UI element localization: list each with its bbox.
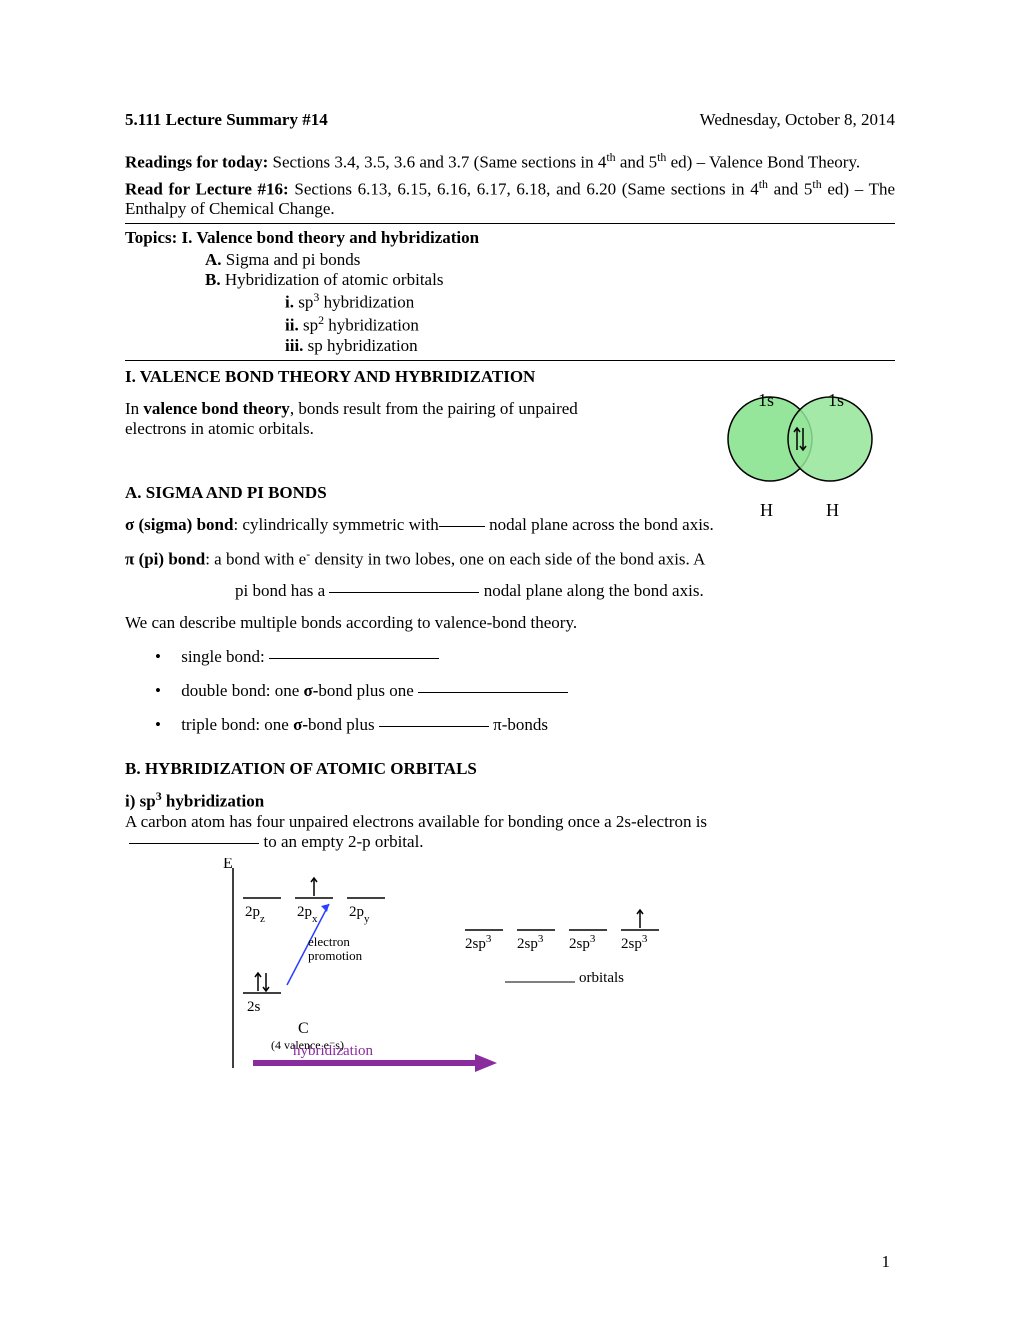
svg-text:orbitals: orbitals bbox=[579, 970, 624, 986]
svg-text:H: H bbox=[826, 500, 839, 520]
svg-text:C: C bbox=[298, 1020, 309, 1037]
header-left: 5.111 Lecture Summary #14 bbox=[125, 110, 328, 130]
vb-theory-para: In valence bond theory, bonds result fro… bbox=[125, 399, 605, 439]
read-for-lecture: Read for Lecture #16: Sections 6.13, 6.1… bbox=[125, 177, 895, 220]
svg-text:H: H bbox=[760, 500, 773, 520]
divider bbox=[125, 360, 895, 361]
energy-level-diagram: E2pz2px2py2selectronpromotionC(4 valence… bbox=[205, 858, 725, 1088]
sp3-para: A carbon atom has four unpaired electron… bbox=[125, 812, 895, 852]
svg-text:2sp3: 2sp3 bbox=[465, 933, 492, 952]
svg-text:hybridization: hybridization bbox=[293, 1043, 373, 1059]
svg-text:2py: 2py bbox=[349, 904, 370, 925]
topic-B: B. Hybridization of atomic orbitals bbox=[205, 270, 895, 290]
topic-A: A. Sigma and pi bonds bbox=[205, 250, 895, 270]
svg-text:electron: electron bbox=[308, 934, 350, 949]
section-B-heading: B. HYBRIDIZATION OF ATOMIC ORBITALS bbox=[125, 759, 895, 779]
topic-i: i. sp3 hybridization bbox=[285, 290, 895, 313]
svg-text:E: E bbox=[223, 858, 233, 872]
readings-label: Readings for today: bbox=[125, 153, 268, 172]
svg-text:promotion: promotion bbox=[308, 948, 363, 963]
topic-ii: ii. sp2 hybridization bbox=[285, 313, 895, 336]
blank-fill bbox=[269, 658, 439, 659]
blank-fill bbox=[329, 592, 479, 593]
bullet-single-bond: single bond: bbox=[155, 647, 895, 667]
bullet-triple-bond: triple bond: one σ-bond plus π-bonds bbox=[155, 715, 895, 735]
svg-text:2sp3: 2sp3 bbox=[621, 933, 648, 952]
bullet-double-bond: double bond: one σ-bond plus one bbox=[155, 681, 895, 701]
svg-text:1s: 1s bbox=[758, 390, 774, 410]
header-right: Wednesday, October 8, 2014 bbox=[700, 110, 895, 130]
readfor-label: Read for Lecture #16: bbox=[125, 179, 289, 198]
svg-text:2sp3: 2sp3 bbox=[569, 933, 596, 952]
pi-bond-def-line2: pi bond has a nodal plane along the bond… bbox=[235, 581, 895, 601]
svg-text:2s: 2s bbox=[247, 999, 261, 1015]
sp3-heading: i) sp3 hybridization bbox=[125, 789, 895, 812]
venn-orbitals-diagram: 1s 1s H H bbox=[715, 384, 885, 524]
blank-fill bbox=[129, 843, 259, 844]
svg-text:1s: 1s bbox=[828, 390, 844, 410]
topic-iii: iii. sp hybridization bbox=[285, 336, 895, 356]
page-number: 1 bbox=[882, 1252, 891, 1272]
blank-fill bbox=[418, 692, 568, 693]
divider bbox=[125, 223, 895, 224]
pi-bond-def: π (pi) bond: a bond with e- density in t… bbox=[125, 547, 895, 570]
multiple-bonds-desc: We can describe multiple bonds according… bbox=[125, 613, 895, 633]
blank-fill bbox=[439, 526, 485, 527]
blank-fill bbox=[379, 726, 489, 727]
svg-text:2sp3: 2sp3 bbox=[517, 933, 544, 952]
svg-text:2pz: 2pz bbox=[245, 904, 265, 925]
readings-today: Readings for today: Sections 3.4, 3.5, 3… bbox=[125, 150, 895, 173]
svg-text:2px: 2px bbox=[297, 904, 318, 925]
topics-line: Topics: I. Valence bond theory and hybri… bbox=[125, 228, 895, 248]
